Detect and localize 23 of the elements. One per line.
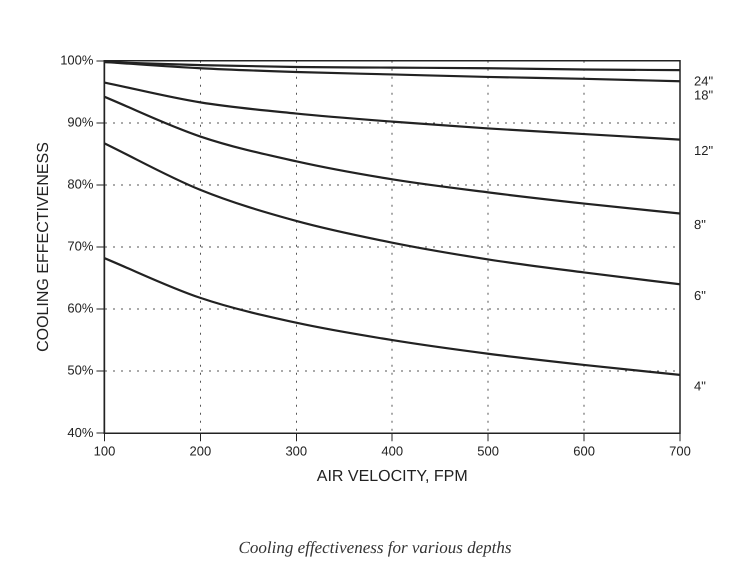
y-tick-label: 40%: [67, 424, 94, 440]
x-tick-label: 100: [94, 444, 116, 459]
x-axis-title: AIR VELOCITY, FPM: [316, 468, 468, 485]
y-axis-title: COOLING EFFECTIVENESS: [35, 142, 52, 352]
x-tick-label: 300: [285, 444, 308, 459]
y-tick-label: 60%: [67, 300, 94, 316]
x-tick-label: 200: [190, 444, 212, 459]
series-label: 8": [694, 217, 706, 232]
y-tick-label: 70%: [67, 238, 94, 254]
series-label: 12": [694, 143, 714, 158]
x-tick-label: 600: [573, 444, 595, 459]
x-tick-label: 700: [669, 444, 691, 459]
y-tick-label: 50%: [67, 362, 94, 378]
series-label: 18": [694, 88, 714, 103]
series-label: 24": [694, 74, 714, 89]
y-tick-label: 100%: [60, 52, 94, 68]
y-tick-label: 80%: [67, 176, 94, 192]
series-label: 6": [694, 288, 706, 303]
x-tick-label: 500: [477, 444, 499, 459]
y-tick-label: 90%: [67, 114, 94, 130]
x-tick-label: 400: [381, 444, 404, 459]
text: Cooling effectiveness for various depths: [238, 538, 512, 558]
series-label: 4": [694, 378, 706, 394]
